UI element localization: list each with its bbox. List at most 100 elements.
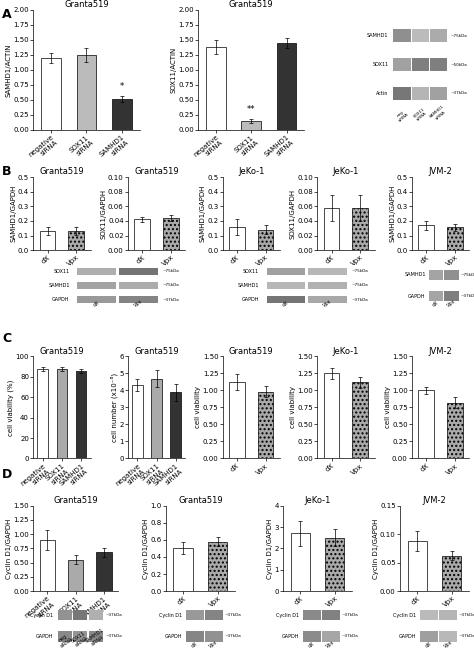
Bar xyxy=(419,390,434,458)
Title: JVM-2: JVM-2 xyxy=(428,347,453,356)
Text: ~37kDa: ~37kDa xyxy=(105,635,122,639)
Text: ~37kDa: ~37kDa xyxy=(459,613,474,617)
Text: SOX11
siRNA: SOX11 siRNA xyxy=(412,107,428,123)
FancyBboxPatch shape xyxy=(411,57,429,71)
Text: GAPDH: GAPDH xyxy=(282,634,300,639)
FancyBboxPatch shape xyxy=(393,87,410,100)
Bar xyxy=(325,538,345,591)
FancyBboxPatch shape xyxy=(322,610,340,620)
Bar xyxy=(132,385,143,458)
Text: Cyclin D1: Cyclin D1 xyxy=(393,613,417,618)
FancyBboxPatch shape xyxy=(309,282,347,289)
Text: SAMHD1: SAMHD1 xyxy=(404,272,426,278)
Title: Granta519: Granta519 xyxy=(134,347,179,356)
Bar xyxy=(408,541,427,591)
Title: Granta519: Granta519 xyxy=(229,0,273,9)
FancyBboxPatch shape xyxy=(77,268,116,275)
FancyBboxPatch shape xyxy=(73,610,87,620)
Bar xyxy=(258,230,273,250)
Text: A: A xyxy=(2,8,12,21)
Bar xyxy=(40,231,55,250)
Y-axis label: SOX11/ACTIN: SOX11/ACTIN xyxy=(171,46,177,93)
Text: dX: dX xyxy=(308,641,316,648)
FancyBboxPatch shape xyxy=(411,29,429,42)
Text: Vpx: Vpx xyxy=(443,639,453,648)
FancyBboxPatch shape xyxy=(430,29,447,42)
Bar xyxy=(39,540,55,591)
Bar xyxy=(447,227,463,250)
FancyBboxPatch shape xyxy=(439,631,457,642)
FancyBboxPatch shape xyxy=(393,57,410,71)
Bar xyxy=(163,218,179,250)
Text: **: ** xyxy=(247,105,255,114)
Bar xyxy=(241,121,261,130)
Text: Cyclin D1: Cyclin D1 xyxy=(30,613,54,618)
Text: ~37kDa: ~37kDa xyxy=(105,613,122,617)
Text: ~37kDa: ~37kDa xyxy=(459,635,474,639)
Text: ~75kDa: ~75kDa xyxy=(163,283,179,287)
Y-axis label: cell number (x10⁻⁶): cell number (x10⁻⁶) xyxy=(110,373,118,442)
FancyBboxPatch shape xyxy=(439,610,457,620)
Text: SOX11: SOX11 xyxy=(243,269,259,274)
Bar xyxy=(324,208,339,250)
Y-axis label: Cyclin D1/GAPDH: Cyclin D1/GAPDH xyxy=(143,518,149,579)
Bar xyxy=(324,374,339,458)
Bar xyxy=(41,58,61,130)
FancyBboxPatch shape xyxy=(119,268,158,275)
Y-axis label: Cyclin D1/GAPDH: Cyclin D1/GAPDH xyxy=(267,518,273,579)
Bar xyxy=(134,219,150,250)
FancyBboxPatch shape xyxy=(267,296,305,303)
Text: GAPDH: GAPDH xyxy=(52,297,70,302)
Title: JeKo-1: JeKo-1 xyxy=(333,347,359,356)
Text: Vpx: Vpx xyxy=(447,298,457,308)
Title: Granta519: Granta519 xyxy=(64,0,109,9)
Text: SOX11: SOX11 xyxy=(372,62,388,67)
Text: SAMHD1: SAMHD1 xyxy=(237,283,259,288)
Text: ~37kDa: ~37kDa xyxy=(461,294,474,298)
Bar xyxy=(112,99,132,130)
Text: ~37kDa: ~37kDa xyxy=(342,613,358,617)
Text: ~37kDa: ~37kDa xyxy=(163,298,179,302)
FancyBboxPatch shape xyxy=(186,610,203,620)
Title: JeKo-1: JeKo-1 xyxy=(304,496,331,505)
Bar xyxy=(352,208,368,250)
Bar xyxy=(56,369,67,458)
FancyBboxPatch shape xyxy=(322,631,340,642)
Bar xyxy=(206,47,226,130)
Y-axis label: Cyclin D1/GAPDH: Cyclin D1/GAPDH xyxy=(6,518,12,579)
Text: dX: dX xyxy=(425,641,433,648)
Bar xyxy=(96,552,112,591)
FancyBboxPatch shape xyxy=(119,296,158,303)
FancyBboxPatch shape xyxy=(309,268,347,275)
Title: Granta519: Granta519 xyxy=(178,496,223,505)
FancyBboxPatch shape xyxy=(444,270,459,280)
FancyBboxPatch shape xyxy=(73,631,87,642)
FancyBboxPatch shape xyxy=(393,29,410,42)
Text: dX: dX xyxy=(92,300,101,308)
Text: dX: dX xyxy=(282,300,290,308)
Y-axis label: SOX11/GAPDH: SOX11/GAPDH xyxy=(290,189,296,239)
Bar xyxy=(77,55,96,130)
Text: D: D xyxy=(2,468,13,481)
FancyBboxPatch shape xyxy=(430,87,447,100)
Bar xyxy=(208,541,228,591)
FancyBboxPatch shape xyxy=(303,610,320,620)
Text: Actin: Actin xyxy=(376,91,388,96)
FancyBboxPatch shape xyxy=(428,270,443,280)
Bar xyxy=(171,392,181,458)
Title: Granta519: Granta519 xyxy=(229,347,273,356)
Text: ~75kDa: ~75kDa xyxy=(450,34,467,38)
FancyBboxPatch shape xyxy=(267,268,305,275)
Text: SOX11: SOX11 xyxy=(54,269,70,274)
Text: ~75kDa: ~75kDa xyxy=(352,283,368,287)
Bar xyxy=(277,43,296,130)
FancyBboxPatch shape xyxy=(89,631,103,642)
Title: JVM-2: JVM-2 xyxy=(423,496,447,505)
Bar xyxy=(229,382,245,458)
FancyBboxPatch shape xyxy=(309,296,347,303)
Text: Cyclin D1: Cyclin D1 xyxy=(159,613,182,618)
Text: neg
siRNA: neg siRNA xyxy=(56,631,73,648)
Y-axis label: cell viability (%): cell viability (%) xyxy=(8,379,14,436)
FancyBboxPatch shape xyxy=(205,631,223,642)
Bar xyxy=(151,379,162,458)
